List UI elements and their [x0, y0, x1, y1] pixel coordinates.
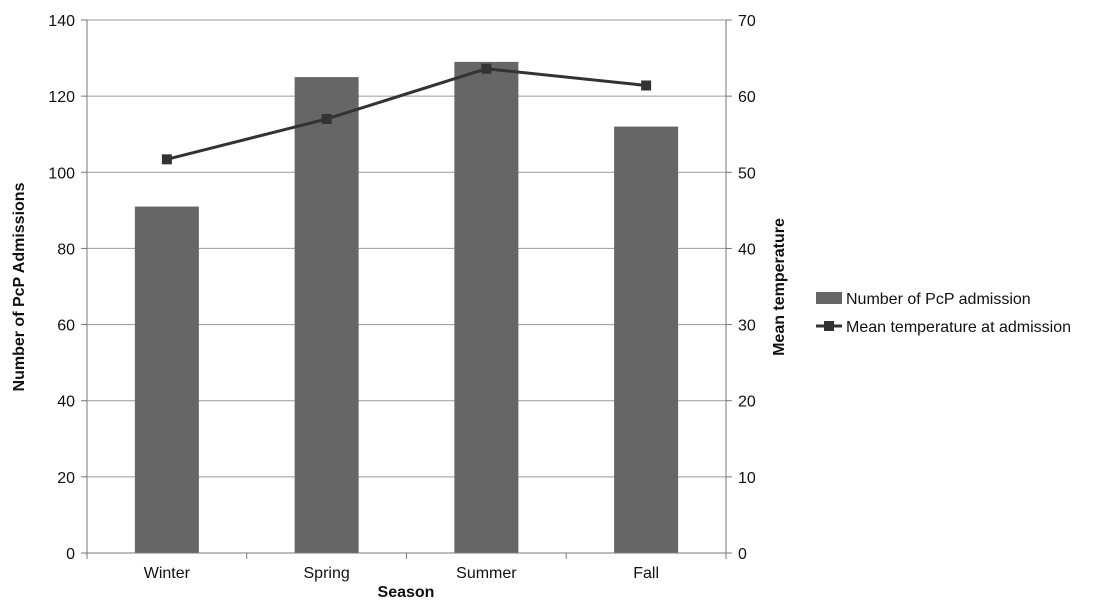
y2-tick-label: 10	[738, 470, 756, 487]
line-marker	[161, 154, 172, 165]
y-tick-label: 80	[57, 241, 75, 258]
x-tick-label: Winter	[144, 565, 191, 582]
line-series	[161, 63, 652, 165]
y-tick-label: 40	[57, 394, 75, 411]
line-marker	[321, 113, 332, 124]
legend: Number of PcP admission Mean temperature…	[816, 291, 1071, 336]
legend-swatch-bar	[816, 292, 842, 304]
y-tick-label: 120	[48, 89, 75, 106]
x-axis-ticks: Winter Spring Summer Fall	[86, 553, 727, 582]
y-tick-label: 100	[48, 165, 75, 182]
x-axis-title: Season	[378, 584, 435, 601]
y-tick-label: 20	[57, 470, 75, 487]
left-axis-ticks: 0 20 40 60 80 100 120 140	[48, 13, 87, 563]
bar	[614, 126, 679, 553]
legend-label-bar: Number of PcP admission	[846, 291, 1031, 308]
bar-series	[134, 61, 679, 554]
bar	[134, 206, 199, 554]
y2-tick-label: 50	[738, 165, 756, 182]
x-tick-label: Spring	[304, 565, 350, 582]
right-axis-ticks: 0 10 20 30 40 50 60 70	[726, 13, 756, 563]
y2-axis-title: Mean temperature	[771, 218, 788, 356]
bar	[294, 77, 359, 553]
y2-tick-label: 30	[738, 318, 756, 335]
y-tick-label: 140	[48, 13, 75, 30]
x-tick-label: Summer	[456, 565, 517, 582]
legend-label-line: Mean temperature at admission	[846, 319, 1071, 336]
y-axis-title: Number of PcP Admissions	[11, 182, 28, 391]
line-marker	[641, 80, 652, 91]
y2-tick-label: 0	[738, 546, 747, 563]
series-line	[166, 67, 647, 161]
y-tick-label: 60	[57, 318, 75, 335]
y2-tick-label: 70	[738, 13, 756, 30]
x-tick-label: Fall	[633, 565, 659, 582]
y2-tick-label: 20	[738, 394, 756, 411]
y-tick-label: 0	[66, 546, 75, 563]
bar	[454, 61, 519, 553]
legend-swatch-marker	[824, 321, 834, 331]
y2-tick-label: 40	[738, 241, 756, 258]
y2-tick-label: 60	[738, 89, 756, 106]
line-marker	[481, 63, 492, 74]
